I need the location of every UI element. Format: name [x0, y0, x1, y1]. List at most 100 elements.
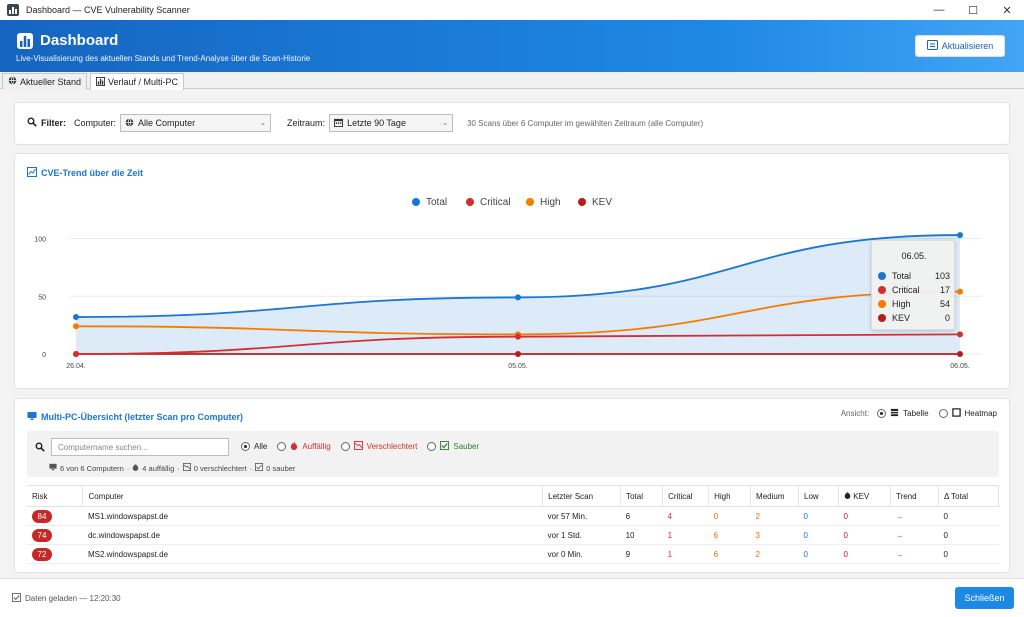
minimize-button[interactable]: — [933, 4, 945, 16]
cell-total-value: 6 [625, 511, 631, 521]
col-risk[interactable]: Risk [27, 485, 84, 507]
view-table-label: Tabelle [903, 409, 929, 418]
table-row[interactable]: 74 dc.windowspapst.de vor 1 Std. 10 1 6 3 0 0 → 0 [27, 525, 999, 545]
table-row[interactable]: 84 MS1.windowspapst.de vor 57 Min. 6 4 0 2 0 0 → 0 [27, 506, 999, 526]
cell-medium-value: 2 [755, 511, 760, 521]
y-tick-label: 100 [34, 237, 46, 244]
tab-current-state[interactable]: Aktueller Stand [2, 73, 88, 89]
tooltip-label: Total [892, 271, 912, 281]
col-medium[interactable]: Medium [750, 485, 800, 507]
filter-clean-radio[interactable] [427, 442, 437, 451]
view-heatmap-label: Heatmap [964, 409, 997, 418]
search-panel: Computername suchen... Alle Auffällig Ve… [27, 431, 999, 477]
multi-pc-title-row: Multi-PC-Übersicht (letzter Scan pro Com… [27, 411, 243, 423]
tab-bar: Aktueller Stand Verlauf / Multi-PC [0, 72, 1024, 90]
refresh-icon [926, 40, 938, 52]
data-point-kev [515, 351, 521, 357]
cell-high-value: 6 [713, 549, 719, 559]
risk-badge: 84 [32, 509, 52, 523]
globe-icon [125, 118, 134, 129]
col-kev[interactable]: KEV [838, 485, 891, 507]
fire-icon [844, 491, 851, 501]
close-button[interactable]: Schließen [955, 587, 1014, 609]
footer: Daten geladen — 12:20:30 Schließen [0, 578, 1024, 617]
trend-chart: 0 50 100 26.04. 05.05. 06.05. Total Critical Hig… [34, 197, 982, 370]
cell-last-scan: vor 0 Min. [542, 544, 621, 564]
cell-last-scan-value: vor 57 Min. [547, 511, 588, 521]
magnifier-icon [35, 442, 45, 454]
check-box-icon [440, 441, 450, 452]
computers-icon [49, 463, 57, 473]
cell-low: 0 [798, 544, 839, 564]
cell-kev: 0 [838, 506, 891, 526]
tooltip-label: Critical [892, 285, 920, 295]
range-select[interactable]: Letzte 90 Tage ⌄ [329, 114, 454, 132]
tooltip-row: KEV 0 [878, 313, 950, 323]
computer-select-value: Alle Computer [138, 118, 196, 128]
y-tick-label: 0 [42, 352, 46, 359]
col-computer[interactable]: Computer [82, 485, 544, 507]
fire-icon [290, 441, 298, 452]
col-low[interactable]: Low [798, 485, 840, 507]
y-tick-label: 50 [38, 294, 46, 301]
cell-low: 0 [798, 525, 839, 545]
col-high[interactable]: High [708, 485, 752, 507]
col-total[interactable]: Total [620, 485, 664, 507]
status-line: Daten geladen — 12:20:30 [12, 593, 121, 604]
page-title: Dashboard [40, 32, 119, 49]
view-heatmap-radio[interactable] [938, 409, 948, 418]
cell-low-value: 0 [803, 530, 808, 540]
filter-worse-radio[interactable] [340, 442, 350, 451]
filter-suspicious-label: Auffällig [302, 442, 331, 451]
col-critical[interactable]: Critical [662, 485, 710, 507]
filter-suspicious-radio[interactable] [277, 442, 287, 451]
close-window-button[interactable]: ✕ [1002, 4, 1012, 17]
cell-delta: 0 [938, 506, 999, 526]
cell-computer: MS2.windowspapst.de [82, 544, 543, 564]
col-last-scan[interactable]: Letzter Scan [542, 485, 622, 507]
filter-all-label: Alle [254, 442, 268, 451]
tooltip-label: KEV [892, 313, 911, 323]
cell-computer-value: MS2.windowspapst.de [87, 549, 169, 559]
computer-select[interactable]: Alle Computer ⌄ [120, 114, 272, 132]
tab-label: Aktueller Stand [20, 76, 82, 87]
chart-icon [27, 167, 37, 179]
cell-delta: 0 [938, 544, 999, 564]
heatmap-icon [951, 408, 961, 419]
tooltip-value: 103 [934, 271, 950, 281]
scan-summary: 30 Scans über 6 Computer im gewählten Ze… [467, 118, 704, 128]
range-label: Zeitraum: [287, 118, 326, 128]
cell-risk: 74 [27, 525, 83, 545]
data-point-high [957, 288, 963, 295]
chevron-down-icon: ⌄ [260, 120, 267, 127]
col-kev-label: KEV [853, 492, 870, 501]
col-delta-total[interactable]: Δ Total [938, 485, 1000, 507]
cell-medium: 2 [750, 506, 799, 526]
cell-medium: 2 [750, 544, 799, 564]
table-icon [890, 408, 899, 419]
cell-critical-value: 4 [667, 511, 673, 521]
cell-delta: 0 [938, 525, 999, 545]
calendar-icon [334, 118, 344, 129]
table-row[interactable]: 72 MS2.windowspapst.de vor 0 Min. 9 1 6 2 0 0 → 0 [27, 544, 999, 564]
tab-history-multi-pc[interactable]: Verlauf / Multi-PC [90, 73, 185, 90]
tooltip-row: Critical 17 [878, 285, 950, 295]
trend-card: CVE-Trend über die Zeit 0 50 100 26.04. 05.0… [14, 153, 1010, 389]
computer-search-input[interactable]: Computername suchen... [51, 438, 229, 456]
filter-all-radio[interactable] [241, 442, 250, 451]
stat-worse: 0 verschlechtert [193, 463, 247, 473]
maximize-button[interactable]: ☐ [968, 4, 978, 17]
risk-badge: 72 [32, 547, 52, 561]
window-title: Dashboard — CVE Vulnerability Scanner [26, 5, 190, 15]
legend-label: KEV [592, 197, 612, 208]
chart-down-icon [353, 441, 363, 452]
cell-medium-value: 3 [755, 530, 760, 540]
view-table-radio[interactable] [877, 409, 887, 418]
data-point-kev [957, 351, 963, 357]
cell-medium-value: 2 [755, 549, 760, 559]
cell-kev: 0 [838, 544, 891, 564]
multi-pc-stats: 6 von 6 Computern · 4 auffällig · 0 vers… [49, 463, 295, 473]
fire-icon [132, 463, 139, 473]
refresh-button[interactable]: Aktualisieren [915, 35, 1005, 57]
col-trend[interactable]: Trend [890, 485, 939, 507]
